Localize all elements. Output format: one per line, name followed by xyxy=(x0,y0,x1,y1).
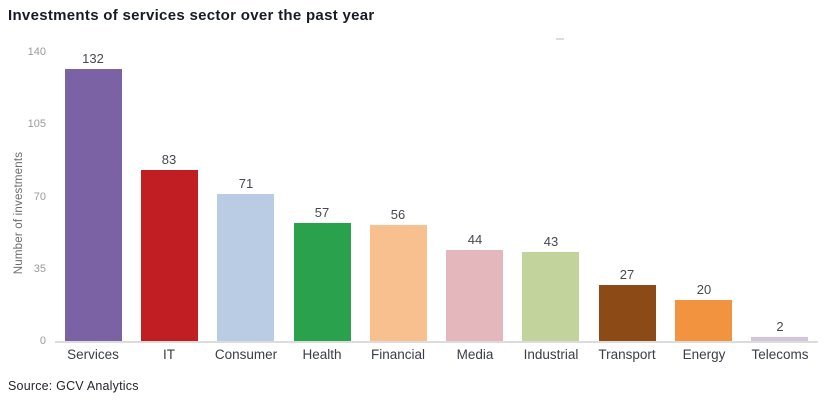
x-tick-label-consumer: Consumer xyxy=(214,347,278,362)
bar-value-label: 132 xyxy=(82,51,104,66)
bar-financial xyxy=(370,225,427,341)
x-tick-label-industrial: Industrial xyxy=(523,347,579,362)
y-tick-label: 105 xyxy=(27,118,46,131)
bar-media xyxy=(446,250,503,341)
y-axis-ticks: 0 35 70 105 140 xyxy=(0,41,46,347)
x-axis-labels: Services IT Consumer Health Financial Media In… xyxy=(55,347,818,365)
bar-telecoms xyxy=(751,337,808,341)
y-tick-label: 0 xyxy=(39,335,46,347)
bar-value-label: 43 xyxy=(543,234,559,249)
faint-dash xyxy=(556,38,564,40)
bar-value-label: 44 xyxy=(467,232,483,247)
y-tick-label: 70 xyxy=(33,190,46,203)
bar-energy xyxy=(675,300,732,341)
x-tick-label-telecoms: Telecoms xyxy=(751,347,809,362)
chart-title: Investments of services sector over the … xyxy=(8,7,375,24)
x-tick-label-services: Services xyxy=(67,347,119,362)
plot-area: 132 83 71 57 56 44 43 27 20 2 xyxy=(55,41,818,343)
source-note: Source: GCV Analytics xyxy=(8,379,139,393)
bar-services xyxy=(65,69,122,341)
x-tick-label-health: Health xyxy=(302,347,342,362)
bar-value-label: 27 xyxy=(619,267,635,282)
bar-value-label: 83 xyxy=(161,152,177,167)
x-axis-line xyxy=(55,341,818,343)
bar-transport xyxy=(599,285,656,341)
bar-value-label: 56 xyxy=(390,207,406,222)
bar-value-label: 71 xyxy=(238,176,254,191)
x-tick-label-it: IT xyxy=(163,347,175,362)
bar-consumer xyxy=(217,194,274,341)
x-tick-label-transport: Transport xyxy=(598,347,656,362)
bar-it xyxy=(141,170,198,341)
bar-value-label: 20 xyxy=(696,282,712,297)
bar-value-label: 57 xyxy=(314,205,330,220)
y-tick-label: 140 xyxy=(27,46,46,58)
x-tick-label-financial: Financial xyxy=(370,347,426,362)
bar-value-label: 2 xyxy=(776,319,784,334)
bar-health xyxy=(294,223,351,341)
x-tick-label-energy: Energy xyxy=(682,347,726,362)
bar-industrial xyxy=(522,252,579,341)
x-tick-label-media: Media xyxy=(456,347,494,362)
y-tick-label: 35 xyxy=(33,262,46,275)
